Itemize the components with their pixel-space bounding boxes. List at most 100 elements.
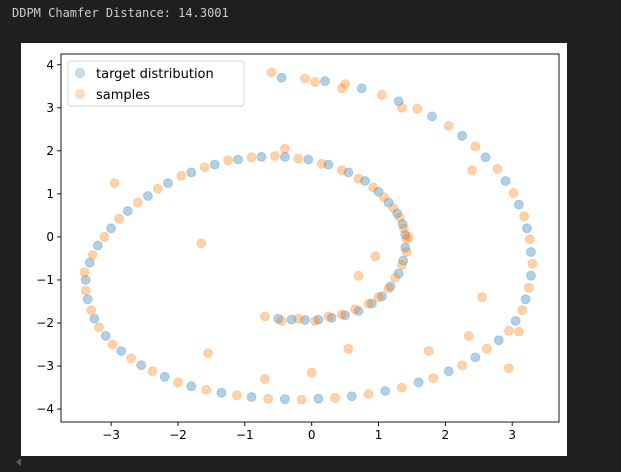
data-point-sample — [296, 394, 307, 405]
data-point-target — [163, 178, 173, 189]
data-point-sample — [336, 309, 347, 320]
data-point-target — [385, 281, 396, 292]
data-point-target — [525, 270, 536, 281]
data-point-target — [233, 154, 244, 165]
legend: target distribution samples — [67, 60, 245, 107]
y-tick-label: 0 — [46, 230, 54, 244]
data-point-sample — [246, 152, 257, 163]
data-point-target — [493, 335, 504, 346]
scroll-left-arrow-icon[interactable] — [16, 458, 21, 466]
data-point-target — [500, 176, 511, 186]
data-point-sample — [378, 192, 389, 203]
data-point-sample — [401, 234, 412, 245]
data-point-target — [273, 313, 284, 324]
data-point-sample — [300, 73, 310, 84]
data-point-sample — [412, 103, 423, 114]
data-point-sample — [523, 282, 534, 293]
data-point-target — [142, 191, 153, 201]
data-point-sample — [508, 188, 519, 198]
data-point-sample — [336, 165, 347, 176]
data-point-sample — [306, 367, 317, 378]
data-point-sample — [524, 234, 535, 245]
data-point-target — [343, 167, 354, 178]
data-point-sample — [340, 79, 351, 90]
data-point-sample — [353, 270, 364, 281]
data-point-sample — [396, 102, 407, 113]
data-point-target — [84, 257, 95, 268]
data-point-target — [470, 352, 481, 363]
data-point-target — [366, 298, 377, 309]
data-point-sample — [492, 163, 503, 174]
data-point-sample — [467, 165, 478, 176]
data-point-target — [510, 315, 521, 326]
data-point-sample — [517, 305, 528, 316]
data-point-target — [159, 371, 170, 382]
ticks-layer: −3 −2 −1 0 1 2 3 −4 −3 −2 −1 0 1 2 3 4 — [36, 58, 516, 442]
data-point-sample — [259, 374, 270, 384]
data-point-sample — [201, 384, 212, 395]
data-point-sample — [276, 315, 287, 326]
data-point-target — [457, 130, 468, 141]
data-point-target — [443, 366, 454, 377]
y-tick-label: 2 — [46, 144, 54, 158]
data-point-sample — [336, 83, 347, 94]
data-point-target — [398, 255, 409, 266]
data-point-target — [346, 391, 357, 402]
data-point-sample — [293, 153, 304, 164]
data-point-target — [380, 386, 391, 396]
data-point-target — [216, 387, 227, 398]
data-point-target — [82, 294, 93, 305]
data-point-target — [300, 315, 310, 325]
legend-label: target distribution — [96, 67, 214, 82]
data-point-target — [116, 346, 127, 356]
data-point-target — [303, 154, 314, 165]
x-tick-label: −2 — [169, 428, 187, 442]
data-point-target — [92, 240, 103, 251]
data-point-sample — [310, 77, 320, 87]
data-point-sample — [353, 173, 364, 184]
data-point-target — [383, 197, 394, 208]
data-point-target — [525, 247, 536, 257]
data-point-target — [427, 111, 437, 122]
data-point-target — [286, 314, 297, 325]
data-point-sample — [266, 67, 277, 78]
data-point-target — [186, 167, 197, 178]
data-point-sample — [86, 305, 97, 316]
data-point-target — [397, 219, 408, 229]
data-point-target — [246, 392, 257, 402]
data-point-sample — [199, 162, 210, 173]
axes-frame — [60, 53, 560, 423]
data-point-sample — [279, 143, 290, 154]
data-point-target — [279, 151, 290, 162]
data-point-sample — [368, 182, 379, 193]
legend-marker — [75, 89, 85, 99]
data-point-sample — [263, 393, 274, 404]
data-point-sample — [269, 151, 280, 161]
legend-label: samples — [96, 88, 150, 103]
data-point-target — [413, 377, 424, 388]
data-point-target — [122, 206, 133, 217]
data-point-target — [513, 199, 524, 210]
data-point-sample — [457, 360, 468, 371]
data-point-sample — [396, 259, 407, 270]
y-tick-label: 1 — [46, 187, 54, 201]
data-point-target — [279, 394, 290, 405]
data-point-sample — [519, 211, 530, 222]
data-point-sample — [363, 298, 374, 309]
data-point-target — [340, 310, 351, 321]
data-point-sample — [152, 183, 163, 194]
y-tick-label: 3 — [46, 101, 54, 115]
data-point-target — [392, 208, 403, 219]
data-point-sample — [396, 382, 407, 393]
data-point-sample — [383, 283, 394, 294]
data-point-target — [373, 186, 384, 197]
data-point-sample — [87, 250, 98, 260]
data-point-target — [360, 176, 371, 186]
y-tick-label: −2 — [36, 316, 54, 330]
data-point-sample — [147, 366, 158, 377]
data-point-sample — [376, 89, 387, 100]
data-point-sample — [109, 178, 120, 189]
data-point-sample — [394, 212, 405, 223]
data-point-target — [106, 223, 117, 234]
data-point-target — [80, 275, 91, 285]
